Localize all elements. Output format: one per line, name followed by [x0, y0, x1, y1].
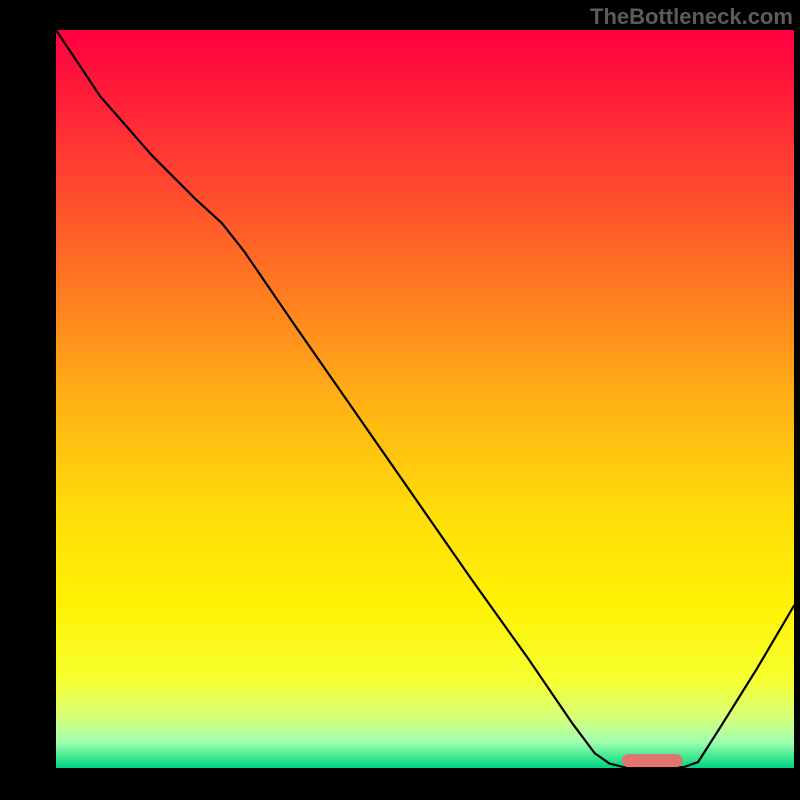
optimal-marker [622, 755, 682, 767]
heat-gradient [56, 30, 794, 768]
heat-curve-chart [0, 0, 800, 800]
watermark-text: TheBottleneck.com [590, 4, 793, 30]
chart-frame: TheBottleneck.com [0, 0, 800, 800]
